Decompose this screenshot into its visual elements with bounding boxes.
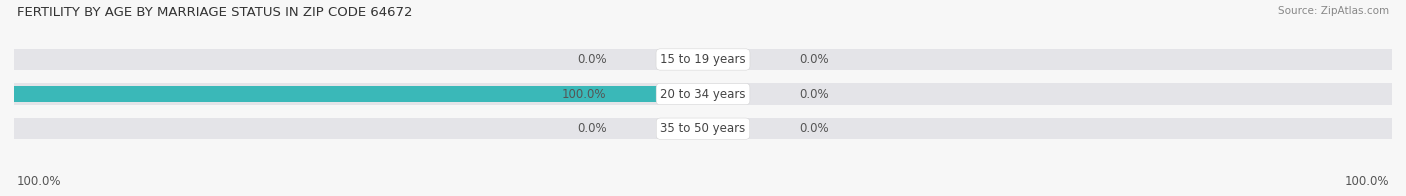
Text: Source: ZipAtlas.com: Source: ZipAtlas.com <box>1278 6 1389 16</box>
Bar <box>703 51 734 68</box>
Bar <box>14 118 1392 139</box>
Bar <box>672 120 703 137</box>
Text: 100.0%: 100.0% <box>562 88 606 101</box>
Bar <box>703 120 734 137</box>
Text: 0.0%: 0.0% <box>576 122 606 135</box>
Text: 100.0%: 100.0% <box>17 175 62 188</box>
Bar <box>14 83 1392 105</box>
Text: 15 to 19 years: 15 to 19 years <box>661 53 745 66</box>
Text: 100.0%: 100.0% <box>1344 175 1389 188</box>
Bar <box>703 86 734 103</box>
Text: 0.0%: 0.0% <box>800 122 830 135</box>
Bar <box>672 51 703 68</box>
Text: 20 to 34 years: 20 to 34 years <box>661 88 745 101</box>
Text: 0.0%: 0.0% <box>800 88 830 101</box>
Text: 0.0%: 0.0% <box>800 53 830 66</box>
Text: 0.0%: 0.0% <box>576 53 606 66</box>
Text: 35 to 50 years: 35 to 50 years <box>661 122 745 135</box>
Text: FERTILITY BY AGE BY MARRIAGE STATUS IN ZIP CODE 64672: FERTILITY BY AGE BY MARRIAGE STATUS IN Z… <box>17 6 412 19</box>
Bar <box>14 49 1392 70</box>
Bar <box>14 86 703 103</box>
